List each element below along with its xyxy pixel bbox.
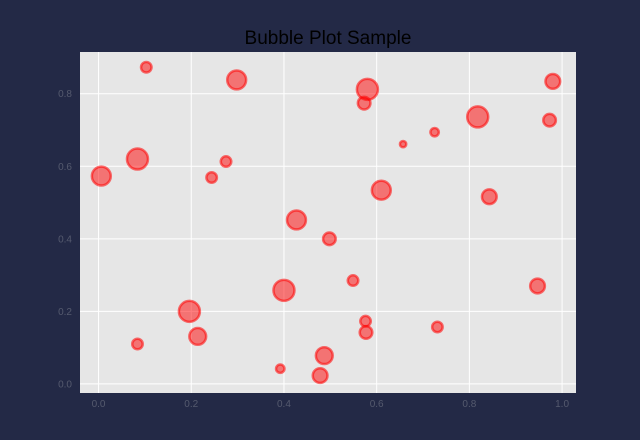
- y-tick-label: 0.6: [58, 162, 72, 173]
- bubble-point: [90, 165, 113, 187]
- bubbles: [90, 60, 562, 385]
- bubble-point: [528, 277, 547, 295]
- bubble-point: [188, 326, 208, 347]
- grid-lines: [80, 52, 576, 393]
- bubble-point: [370, 179, 393, 201]
- y-tick-label: 0.8: [58, 89, 72, 100]
- bubble-point: [225, 69, 248, 91]
- bubble-point: [359, 314, 373, 328]
- bubble-point: [177, 299, 202, 324]
- y-tick-label: 0.4: [58, 234, 72, 245]
- x-tick-label: 0.2: [184, 399, 198, 410]
- bubble-point: [274, 363, 286, 375]
- bubble-point: [544, 72, 562, 90]
- bubble-point: [542, 112, 558, 128]
- bubble-point: [139, 60, 153, 74]
- bubble-point: [465, 105, 490, 129]
- bubble-point: [346, 274, 360, 288]
- y-tick-label: 0.2: [58, 307, 72, 318]
- bubble-point: [430, 320, 444, 334]
- bubble-point: [398, 139, 408, 149]
- x-tick-label: 0.8: [462, 399, 476, 410]
- bubble-point: [429, 126, 441, 138]
- x-axis-ticks: 0.0 0.2 0.4 0.6 0.8 1.0: [92, 399, 570, 410]
- plot-area: [80, 52, 576, 393]
- x-tick-label: 0.0: [92, 399, 106, 410]
- bubble-point: [285, 209, 308, 231]
- x-tick-label: 0.4: [277, 399, 291, 410]
- bubble-point: [358, 324, 374, 340]
- bubble-point: [272, 278, 296, 303]
- bubble-point: [321, 231, 337, 247]
- bubble-point: [311, 366, 329, 385]
- bubble-point: [314, 345, 334, 366]
- x-tick-label: 0.6: [370, 399, 384, 410]
- x-tick-label: 1.0: [555, 399, 569, 410]
- chart-title: Bubble Plot Sample: [245, 28, 412, 49]
- bubble-point: [356, 95, 372, 111]
- bubble-point: [130, 337, 144, 351]
- y-axis-ticks: 0.0 0.2 0.4 0.6 0.8: [58, 89, 72, 390]
- bubble-point: [480, 188, 498, 206]
- bubble-point: [205, 171, 219, 185]
- bubble-point: [125, 147, 150, 171]
- bubble-point: [219, 155, 233, 169]
- y-tick-label: 0.0: [58, 379, 72, 390]
